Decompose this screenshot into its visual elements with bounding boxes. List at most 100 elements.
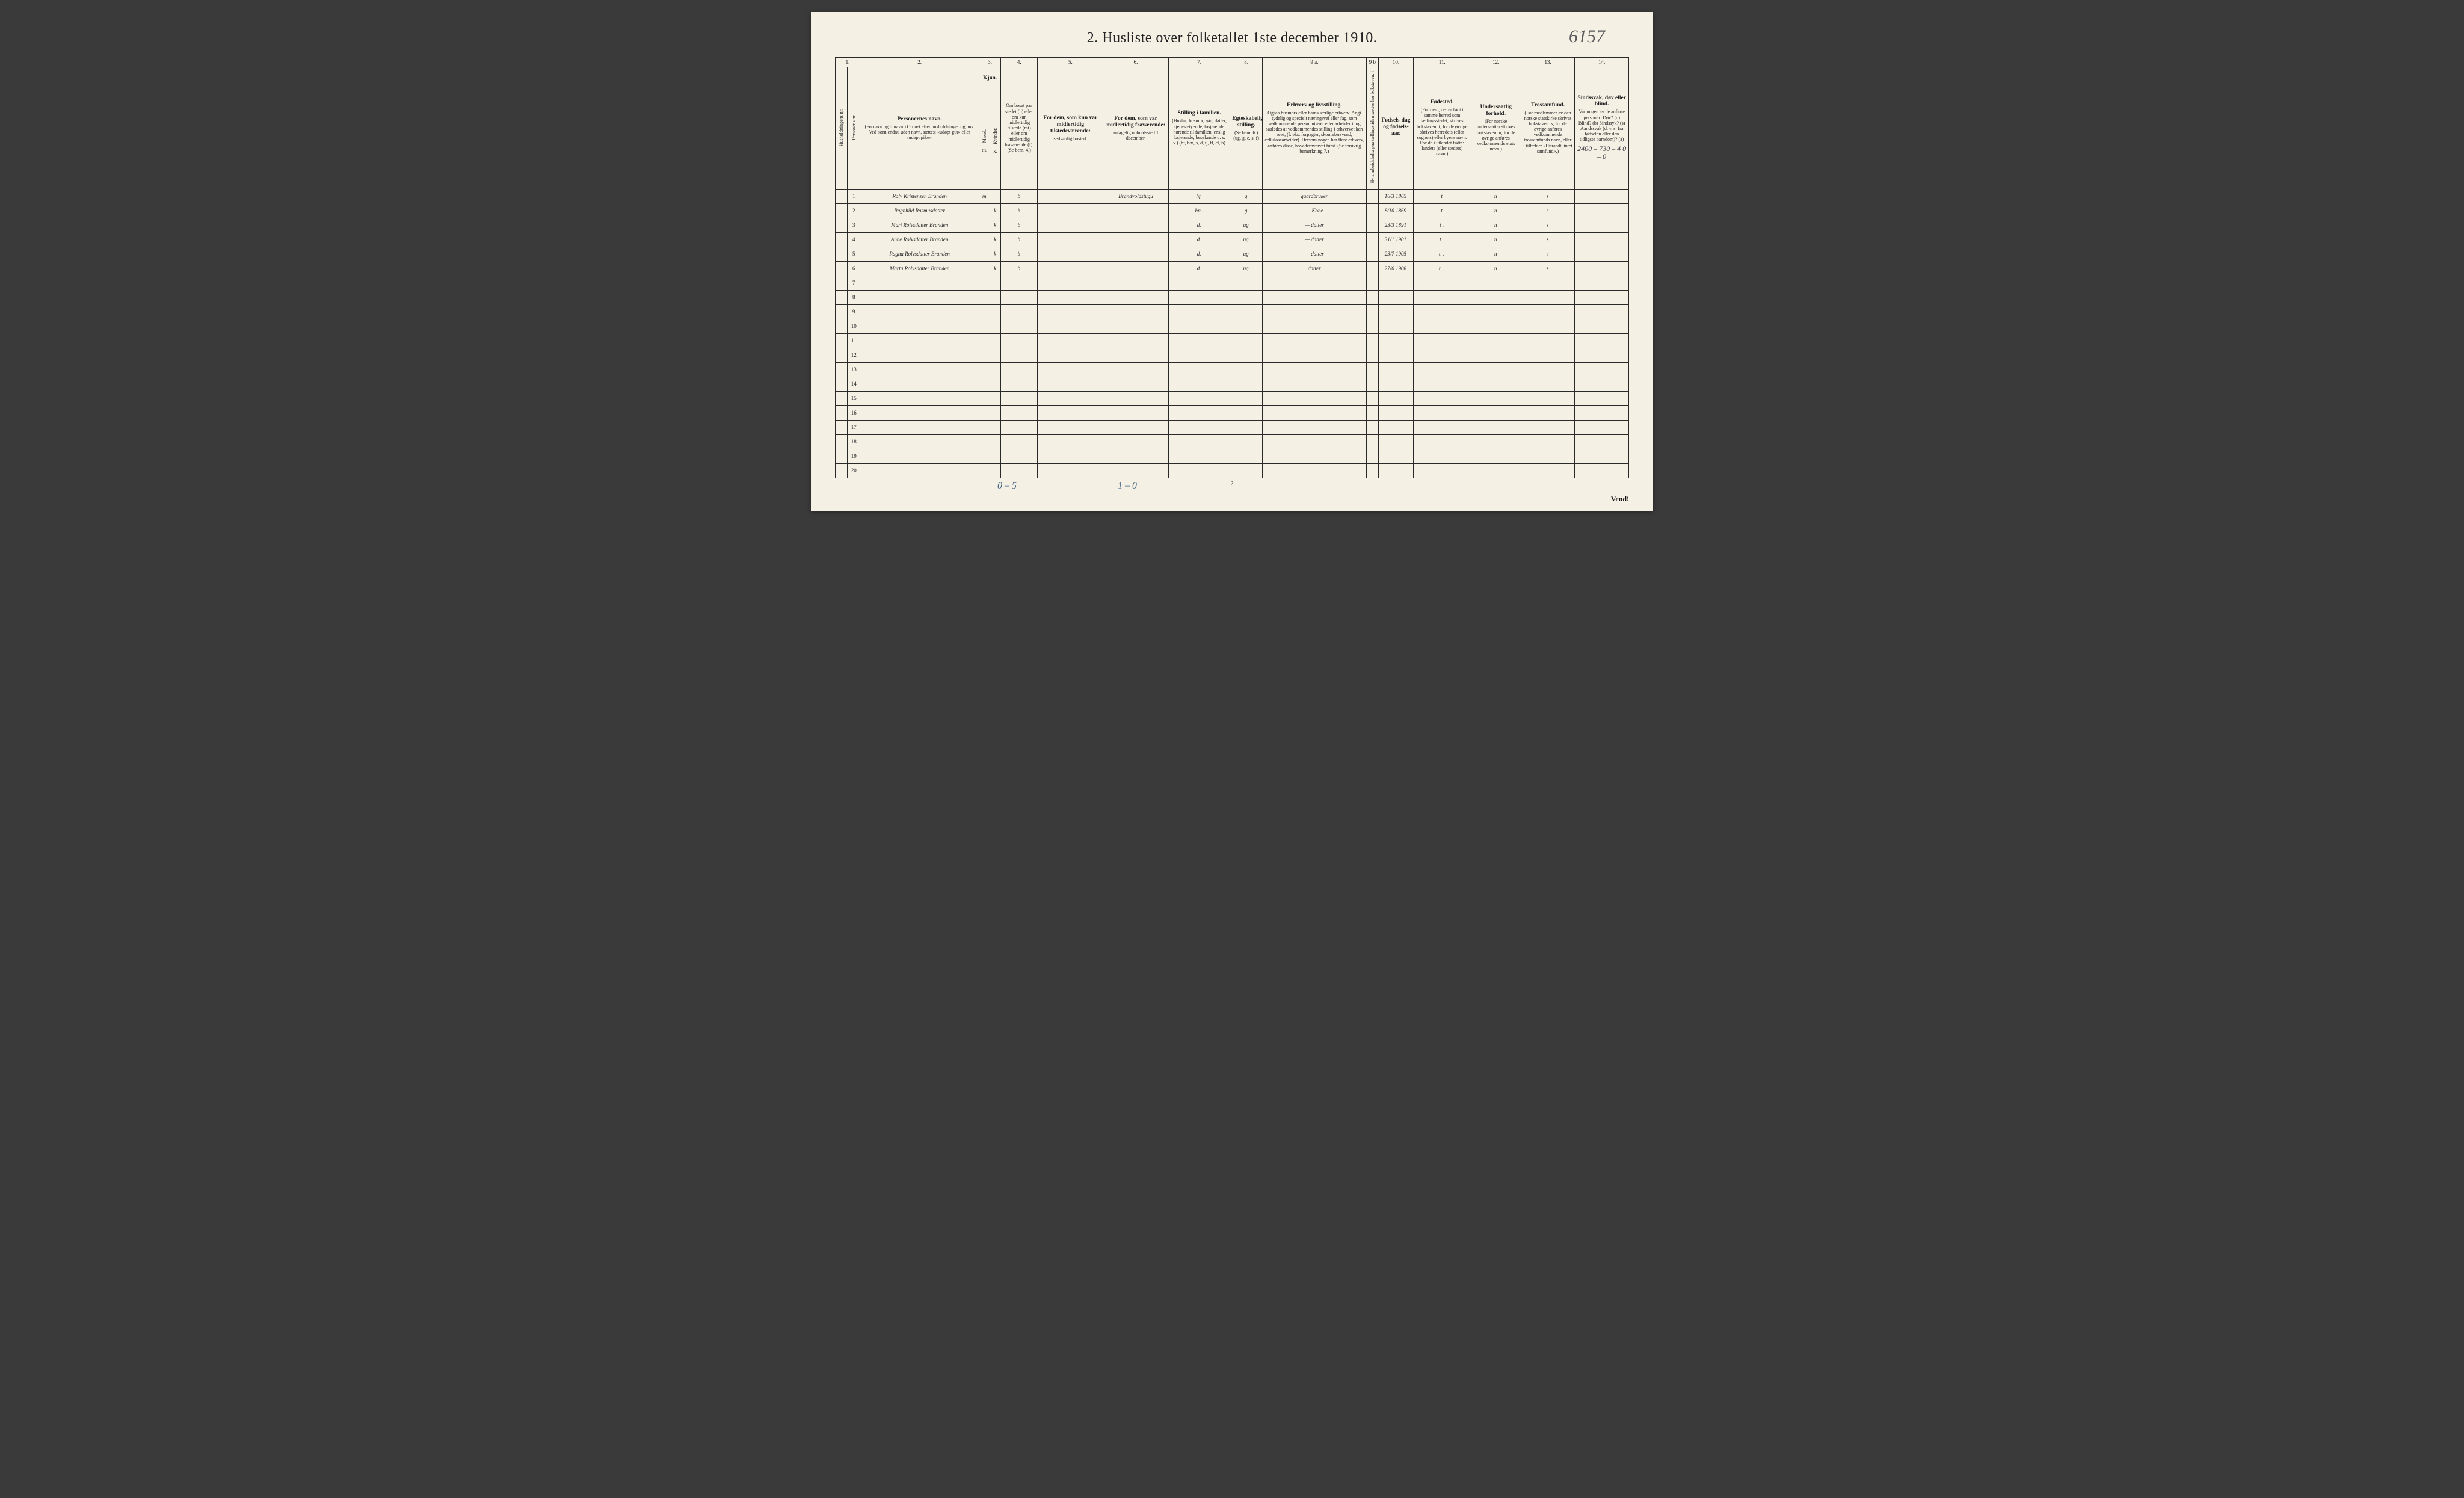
table-row-empty: 10 (836, 319, 1629, 333)
census-page: 2. Husliste over folketallet 1ste decemb… (811, 12, 1653, 511)
cell-empty (1471, 348, 1521, 362)
cell-person-nr: 1 (848, 189, 860, 203)
cell-trossamf: s (1521, 261, 1575, 276)
header-fodested: Fødested. (For dem, der er født i samme … (1413, 67, 1471, 190)
cell-empty (860, 362, 979, 377)
cell-empty (1230, 463, 1263, 478)
cell-erhverv: gaardbruker (1262, 189, 1366, 203)
cell-person-nr: 12 (848, 348, 860, 362)
cell-midl-frav (1103, 261, 1169, 276)
cell-person-nr: 15 (848, 391, 860, 405)
cell-empty (1168, 362, 1230, 377)
cell-empty (860, 333, 979, 348)
cell-empty (1262, 463, 1366, 478)
header-fodsel: Fødsels-dag og fødsels-aar. (1379, 67, 1414, 190)
cell-hush-nr (836, 203, 848, 218)
cell-empty (1230, 405, 1263, 420)
cell-empty (1038, 290, 1103, 304)
cell-sindssvak (1575, 189, 1629, 203)
cell-empty (1230, 377, 1263, 391)
cell-empty (1038, 319, 1103, 333)
cell-empty (1230, 319, 1263, 333)
cell-empty (1521, 333, 1575, 348)
cell-empty (860, 377, 979, 391)
cell-empty (1471, 405, 1521, 420)
cell-arbledig (1366, 232, 1378, 247)
cell-kvinder: k (990, 203, 1001, 218)
cell-sindssvak (1575, 203, 1629, 218)
cell-empty (1366, 420, 1378, 434)
table-body: 1Rolv Kristensen BrandenmbBrandvoldstugu… (836, 189, 1629, 478)
cell-empty (1103, 304, 1169, 319)
cell-empty (1366, 304, 1378, 319)
cell-empty (979, 319, 990, 333)
cell-undersaat: n (1471, 247, 1521, 261)
cell-empty (1471, 319, 1521, 333)
cell-empty (1103, 449, 1169, 463)
cell-empty (1379, 449, 1414, 463)
cell-undersaat: n (1471, 218, 1521, 232)
cell-empty (979, 405, 990, 420)
cell-person-nr: 3 (848, 218, 860, 232)
cell-hush-nr (836, 218, 848, 232)
cell-empty (1001, 362, 1038, 377)
cell-fodested: t (1413, 203, 1471, 218)
cell-person-nr: 11 (848, 333, 860, 348)
cell-empty (1103, 463, 1169, 478)
cell-empty (1413, 420, 1471, 434)
cell-empty (1413, 377, 1471, 391)
cell-empty (1379, 405, 1414, 420)
cell-empty (1168, 420, 1230, 434)
title-row: 2. Husliste over folketallet 1ste decemb… (835, 30, 1629, 46)
cell-empty (1413, 405, 1471, 420)
cell-empty (990, 405, 1001, 420)
cell-empty (1575, 276, 1629, 290)
cell-empty (1471, 377, 1521, 391)
cell-empty (1379, 333, 1414, 348)
footer-annotations: 0 – 5 1 – 0 2 (835, 481, 1629, 499)
cell-sindssvak (1575, 247, 1629, 261)
page-title: 2. Husliste over folketallet 1ste decemb… (1087, 30, 1378, 46)
cell-kvinder: k (990, 247, 1001, 261)
cell-empty (1471, 434, 1521, 449)
cell-empty (1575, 463, 1629, 478)
cell-fam-stilling: d. (1168, 218, 1230, 232)
cell-maend (979, 232, 990, 247)
cell-fodsel: 23/7 1905 (1379, 247, 1414, 261)
cell-fodsel: 16/3 1865 (1379, 189, 1414, 203)
cell-empty (1001, 434, 1038, 449)
table-row: 5Ragna Rolvsdatter Brandenkbd.ug— datter… (836, 247, 1629, 261)
cell-person-nr: 17 (848, 420, 860, 434)
header-undersaat: Undersaatlig forhold. (For norske unders… (1471, 67, 1521, 190)
cell-person-nr: 6 (848, 261, 860, 276)
cell-person-nr: 2 (848, 203, 860, 218)
cell-person-nr: 20 (848, 463, 860, 478)
cell-navn: Ragna Rolvsdatter Branden (860, 247, 979, 261)
cell-empty (990, 362, 1001, 377)
cell-person-nr: 9 (848, 304, 860, 319)
cell-bosat: b (1001, 189, 1038, 203)
cell-empty (1001, 290, 1038, 304)
colnum: 6. (1103, 58, 1169, 67)
cell-empty (860, 319, 979, 333)
cell-empty (1471, 290, 1521, 304)
cell-empty (860, 463, 979, 478)
cell-empty (1521, 463, 1575, 478)
cell-kvinder: k (990, 232, 1001, 247)
cell-sindssvak (1575, 218, 1629, 232)
cell-empty (1262, 405, 1366, 420)
cell-empty (1471, 304, 1521, 319)
cell-empty (1366, 348, 1378, 362)
cell-empty (1379, 362, 1414, 377)
table-row: 3Mari Rolvsdatter Brandenkbd.ug— datter2… (836, 218, 1629, 232)
cell-fodested: t. . (1413, 261, 1471, 276)
cell-midl-tilst (1038, 218, 1103, 232)
cell-empty (1575, 420, 1629, 434)
cell-empty (1379, 276, 1414, 290)
cell-empty (1262, 362, 1366, 377)
cell-fodested: t . (1413, 232, 1471, 247)
cell-empty (1413, 290, 1471, 304)
table-row-empty: 19 (836, 449, 1629, 463)
cell-empty (1379, 304, 1414, 319)
cell-empty (1575, 348, 1629, 362)
